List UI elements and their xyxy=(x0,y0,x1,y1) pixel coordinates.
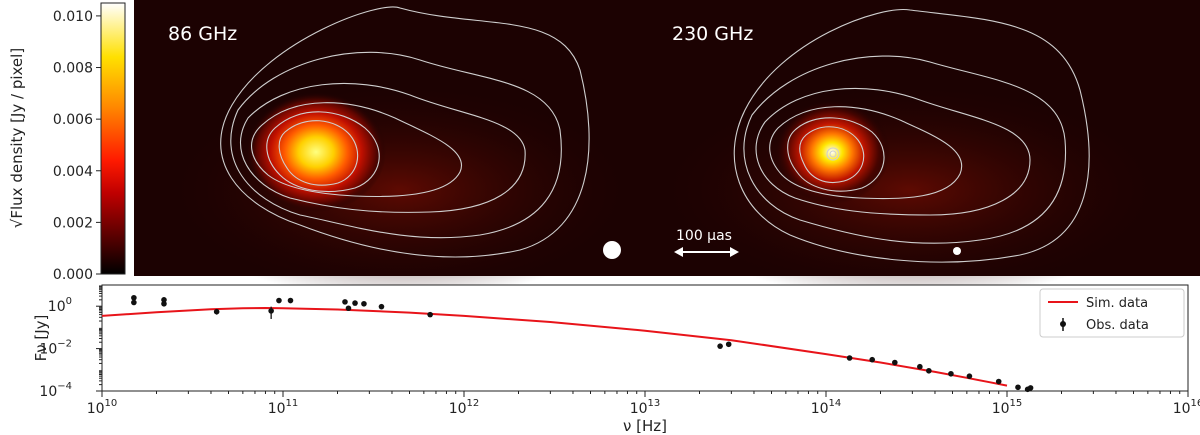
obs-data-point xyxy=(427,311,433,318)
obs-data-point xyxy=(131,294,137,301)
contour-230-8 xyxy=(829,150,837,158)
colorbar-tick-label: 0.002 xyxy=(53,215,93,231)
contour-230-2 xyxy=(743,55,1067,244)
scale-bar-arrow-left xyxy=(674,247,683,257)
obs-data-point xyxy=(352,300,358,306)
x-tick-label: 1011 xyxy=(268,398,299,417)
contour-86-1 xyxy=(220,6,590,258)
obs-data-point xyxy=(966,373,973,379)
map-86-contours xyxy=(220,6,590,258)
colorbar-label: √Flux density [Jy / pixel] xyxy=(8,48,26,228)
legend-sim-label: Sim. data xyxy=(1086,296,1148,311)
y-tick-label: 10−4 xyxy=(39,381,72,400)
colorbar-tick-label: 0.010 xyxy=(53,9,93,25)
obs-data-point xyxy=(926,367,932,374)
contour-86-4 xyxy=(251,102,463,198)
colorbar-ticks: 0.000 0.002 0.004 0.006 0.008 0.010 xyxy=(53,9,101,283)
contour-230-6 xyxy=(799,126,865,183)
image-panel: 86 GHz 230 GHz 100 μas xyxy=(134,0,1200,300)
obs-data-point xyxy=(892,359,898,366)
obs-data-point xyxy=(846,355,853,361)
map-86-haze xyxy=(160,80,640,300)
colorbar-tick-label: 0.008 xyxy=(53,61,93,77)
legend-obs-marker xyxy=(1060,321,1066,327)
colorbar-tick-label: 0.004 xyxy=(53,164,93,180)
sed-obs-points xyxy=(131,294,1034,393)
x-axis-label: ν [Hz] xyxy=(623,417,667,435)
map-86ghz: 86 GHz xyxy=(160,6,640,300)
obs-data-point xyxy=(717,343,723,349)
contour-230-7 xyxy=(826,147,840,161)
obs-data-point xyxy=(995,378,1002,385)
obs-data-point xyxy=(948,370,954,377)
colorbar: 0.000 0.002 0.004 0.006 0.008 0.010 √Flux den… xyxy=(8,2,126,283)
y-axis-label: Fν [Jy] xyxy=(32,315,50,362)
contour-230-3 xyxy=(755,87,1031,216)
contour-230-4 xyxy=(769,106,963,200)
colorbar-tick-label: 0.000 xyxy=(53,267,93,283)
obs-data-point xyxy=(1015,384,1021,391)
obs-data-point xyxy=(161,297,167,303)
obs-data-point xyxy=(869,356,876,363)
colorbar-gradient xyxy=(100,2,126,275)
x-tick-label: 1016 xyxy=(1173,398,1200,417)
contour-230-1 xyxy=(733,8,1090,263)
sed-sim-line xyxy=(101,306,1008,387)
contour-86-6 xyxy=(278,120,359,186)
y-tick-label: 100 xyxy=(48,296,72,315)
sed-axes-frame xyxy=(101,284,1189,392)
contour-86-2 xyxy=(230,51,562,239)
beam-230 xyxy=(953,247,961,255)
x-tick-label: 1015 xyxy=(992,398,1023,417)
map-230-core xyxy=(774,100,890,204)
scale-bar-arrow-right xyxy=(730,247,739,257)
x-tick-label: 1010 xyxy=(87,398,118,417)
scale-bar: 100 μas xyxy=(674,228,739,257)
obs-data-point xyxy=(268,308,274,314)
contour-230-5 xyxy=(787,117,885,192)
obs-data-point xyxy=(917,363,923,370)
map-230ghz: 230 GHz xyxy=(650,8,1170,300)
obs-data-point xyxy=(361,300,367,307)
legend: Sim. data Obs. data xyxy=(1039,288,1185,338)
beam-86 xyxy=(603,241,621,259)
obs-data-point xyxy=(161,300,167,307)
obs-data-point xyxy=(725,341,732,348)
obs-data-point xyxy=(131,299,137,306)
obs-data-point xyxy=(378,303,385,310)
obs-data-point xyxy=(213,308,220,315)
contour-86-5 xyxy=(266,111,380,193)
colorbar-tick-label: 0.006 xyxy=(53,112,93,128)
map-230-haze xyxy=(650,80,1170,300)
obs-data-point xyxy=(287,297,294,304)
map-230-contours xyxy=(733,8,1090,263)
obs-data-point xyxy=(1027,385,1034,391)
sim-data-line xyxy=(101,306,1008,387)
scale-bar-label: 100 μas xyxy=(676,228,732,244)
x-tick-label: 1012 xyxy=(449,398,480,417)
legend-obs-label: Obs. data xyxy=(1086,318,1149,333)
x-tick-label: 1013 xyxy=(630,398,661,417)
panel-label-86: 86 GHz xyxy=(168,23,237,45)
panel-label-230: 230 GHz xyxy=(672,23,753,45)
obs-data-point xyxy=(276,297,282,304)
obs-data-point xyxy=(345,305,352,312)
contour-86-3 xyxy=(239,82,526,213)
obs-data-point xyxy=(342,299,348,305)
sed-plot: 101010111012101310141015101610010−210−4 … xyxy=(32,284,1200,435)
x-tick-label: 1014 xyxy=(811,398,842,417)
